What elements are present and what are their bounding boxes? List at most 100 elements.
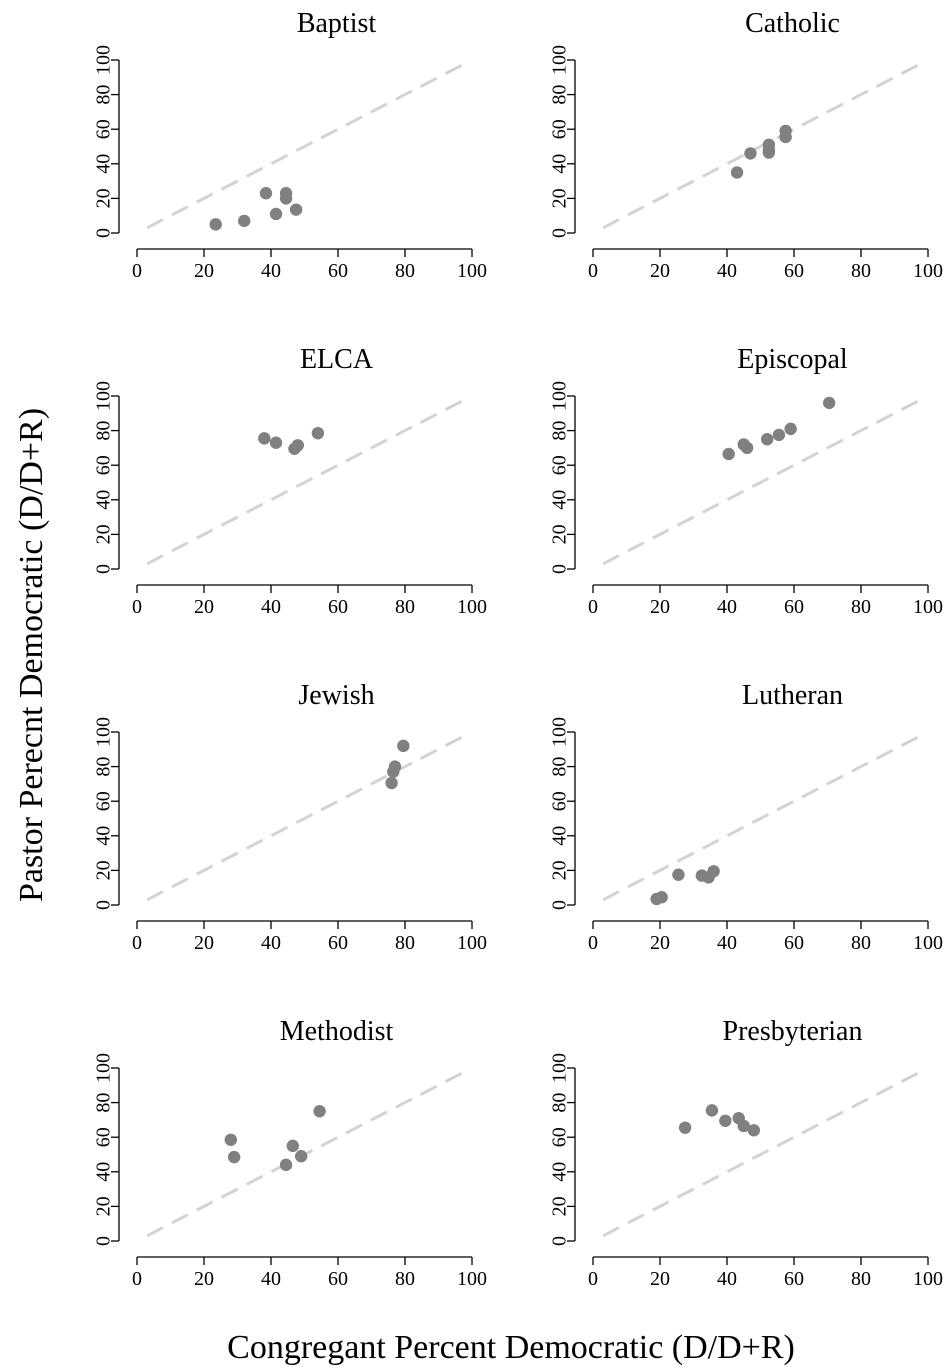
y-tick-label-lutheran-20: 20 bbox=[549, 860, 571, 880]
y-tick-label-methodist-0: 0 bbox=[93, 1236, 115, 1246]
panel-episcopal: Episcopal 0 20 40 60 80 100 0 20 40 60 80 100 bbox=[549, 344, 943, 618]
x-tick-label-presbyterian-100: 100 bbox=[913, 1268, 943, 1290]
y-tick-label-lutheran-40: 40 bbox=[549, 826, 571, 846]
y-tick-label-elca-80: 80 bbox=[93, 421, 115, 441]
y-tick-label-episcopal-80: 80 bbox=[549, 421, 571, 441]
point-episcopal-1 bbox=[722, 447, 735, 461]
x-tick-label-baptist-100: 100 bbox=[457, 260, 487, 282]
y-tick-label-catholic-40: 40 bbox=[549, 154, 571, 174]
point-episcopal-7 bbox=[822, 396, 836, 410]
y-tick-label-jewish-40: 40 bbox=[93, 826, 115, 846]
x-tick-label-lutheran-20: 20 bbox=[650, 932, 670, 954]
reference-line-presbyterian bbox=[602, 1071, 919, 1238]
x-tick-label-jewish-80: 80 bbox=[395, 932, 415, 954]
x-tick-label-presbyterian-20: 20 bbox=[650, 1268, 670, 1290]
y-tick-label-episcopal-20: 20 bbox=[549, 524, 571, 544]
x-tick-label-episcopal-20: 20 bbox=[650, 596, 670, 618]
x-axis-label: Congregant Percent Democratic (D/D+R) bbox=[227, 1329, 795, 1366]
x-tick-label-catholic-80: 80 bbox=[851, 260, 871, 282]
panel-elca: ELCA 0 20 40 60 80 100 0 20 40 60 80 100 bbox=[93, 344, 487, 618]
y-tick-label-jewish-20: 20 bbox=[93, 860, 115, 880]
x-tick-label-baptist-80: 80 bbox=[395, 260, 415, 282]
y-tick-label-elca-0: 0 bbox=[93, 564, 115, 574]
y-tick-label-baptist-100: 100 bbox=[93, 45, 115, 75]
reference-line-jewish bbox=[146, 735, 463, 902]
panel-baptist: Baptist 0 20 40 60 80 100 0 20 40 60 80 100 bbox=[93, 8, 487, 282]
x-tick-label-presbyterian-0: 0 bbox=[588, 1268, 598, 1290]
panel-title-catholic: Catholic bbox=[745, 8, 840, 39]
y-tick-label-baptist-60: 60 bbox=[93, 119, 115, 139]
point-elca-1 bbox=[258, 432, 271, 445]
x-tick-label-jewish-60: 60 bbox=[328, 932, 348, 954]
y-tick-label-jewish-0: 0 bbox=[93, 900, 115, 910]
point-catholic-5 bbox=[762, 143, 776, 157]
y-tick-label-presbyterian-60: 60 bbox=[549, 1127, 571, 1147]
panels-group: Baptist 0 20 40 60 80 100 0 20 40 60 80 100 Catholic 0… bbox=[93, 8, 943, 1290]
y-tick-label-baptist-0: 0 bbox=[93, 228, 115, 238]
x-tick-label-methodist-40: 40 bbox=[261, 1268, 281, 1290]
y-tick-label-presbyterian-40: 40 bbox=[549, 1162, 571, 1182]
point-presbyterian-5 bbox=[737, 1119, 750, 1133]
y-tick-label-methodist-60: 60 bbox=[93, 1127, 115, 1147]
point-jewish-3 bbox=[388, 760, 402, 773]
x-tick-label-methodist-100: 100 bbox=[457, 1268, 487, 1290]
y-tick-label-lutheran-0: 0 bbox=[549, 900, 571, 910]
x-tick-label-elca-80: 80 bbox=[395, 596, 415, 618]
y-tick-label-jewish-100: 100 bbox=[93, 717, 115, 747]
x-tick-label-elca-20: 20 bbox=[194, 596, 214, 618]
x-tick-label-methodist-80: 80 bbox=[395, 1268, 415, 1290]
y-tick-label-presbyterian-100: 100 bbox=[549, 1053, 571, 1083]
point-presbyterian-2 bbox=[705, 1104, 719, 1117]
y-tick-label-lutheran-80: 80 bbox=[549, 757, 571, 777]
x-tick-label-jewish-0: 0 bbox=[132, 932, 142, 954]
point-elca-4 bbox=[291, 439, 304, 452]
x-tick-label-catholic-40: 40 bbox=[717, 260, 737, 282]
x-tick-label-baptist-20: 20 bbox=[194, 260, 214, 282]
point-methodist-4 bbox=[286, 1139, 299, 1153]
x-tick-label-lutheran-100: 100 bbox=[913, 932, 943, 954]
point-methodist-3 bbox=[279, 1158, 293, 1172]
point-catholic-1 bbox=[730, 166, 744, 179]
y-tick-label-elca-40: 40 bbox=[93, 490, 115, 510]
x-tick-label-elca-0: 0 bbox=[132, 596, 142, 618]
point-presbyterian-3 bbox=[719, 1114, 732, 1127]
x-tick-label-presbyterian-40: 40 bbox=[717, 1268, 737, 1290]
y-tick-label-episcopal-60: 60 bbox=[549, 455, 571, 475]
x-tick-label-methodist-60: 60 bbox=[328, 1268, 348, 1290]
x-tick-label-baptist-0: 0 bbox=[132, 260, 142, 282]
x-tick-label-methodist-20: 20 bbox=[194, 1268, 214, 1290]
y-tick-label-catholic-0: 0 bbox=[549, 228, 571, 238]
x-tick-label-episcopal-60: 60 bbox=[784, 596, 804, 618]
point-elca-2 bbox=[269, 436, 283, 449]
point-lutheran-3 bbox=[672, 868, 685, 881]
y-tick-label-elca-20: 20 bbox=[93, 524, 115, 544]
x-tick-label-episcopal-100: 100 bbox=[913, 596, 943, 618]
point-episcopal-6 bbox=[784, 422, 797, 436]
y-tick-label-baptist-80: 80 bbox=[93, 85, 115, 105]
x-tick-label-episcopal-40: 40 bbox=[717, 596, 737, 618]
y-tick-label-presbyterian-0: 0 bbox=[549, 1236, 571, 1246]
y-tick-label-methodist-20: 20 bbox=[93, 1196, 115, 1216]
x-tick-label-jewish-20: 20 bbox=[194, 932, 214, 954]
point-lutheran-6 bbox=[707, 865, 720, 878]
y-tick-label-methodist-100: 100 bbox=[93, 1053, 115, 1083]
y-tick-label-catholic-20: 20 bbox=[549, 188, 571, 208]
panel-methodist: Methodist 0 20 40 60 80 100 0 20 40 60 80 100 bbox=[93, 1016, 487, 1290]
panel-jewish: Jewish 0 20 40 60 80 100 0 20 40 60 80 100 bbox=[93, 680, 487, 954]
point-episcopal-3 bbox=[740, 441, 754, 455]
y-tick-label-episcopal-0: 0 bbox=[549, 564, 571, 574]
y-axis-label: Pastor Perecnt Democratic (D/D+R) bbox=[13, 408, 50, 902]
reference-line-lutheran bbox=[602, 735, 919, 902]
y-tick-label-episcopal-100: 100 bbox=[549, 381, 571, 411]
y-tick-label-methodist-80: 80 bbox=[93, 1093, 115, 1113]
point-elca-5 bbox=[311, 426, 325, 440]
point-baptist-4 bbox=[269, 207, 283, 221]
point-episcopal-4 bbox=[761, 433, 774, 446]
y-tick-label-catholic-100: 100 bbox=[549, 45, 571, 75]
x-tick-label-elca-100: 100 bbox=[457, 596, 487, 618]
y-tick-label-baptist-20: 20 bbox=[93, 188, 115, 208]
point-baptist-7 bbox=[289, 203, 303, 216]
point-presbyterian-1 bbox=[678, 1121, 692, 1134]
point-jewish-1 bbox=[385, 776, 398, 790]
